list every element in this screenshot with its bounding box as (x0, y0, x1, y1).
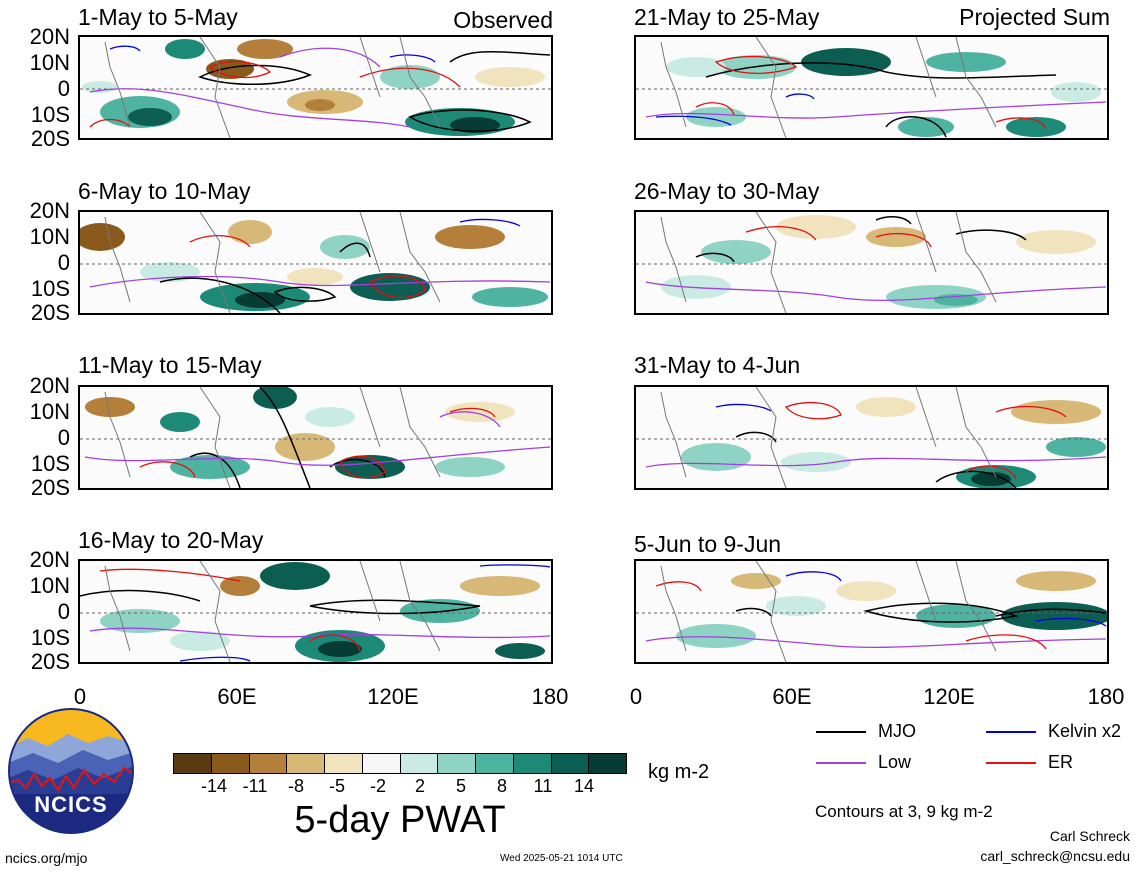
logo-text: NCICS (34, 792, 108, 817)
colorbar-swatch (512, 754, 551, 773)
colorbar-tick: 14 (573, 776, 595, 796)
main-title: 5-day PWAT (294, 799, 506, 841)
colorbar-swatch (174, 754, 211, 773)
lon-label: 180 (531, 684, 569, 709)
legend-label-mjo: MJO (878, 721, 916, 741)
legend-swatch-kelvin (986, 731, 1036, 733)
legend-label-er: ER (1048, 752, 1074, 772)
colorbar-swatch (437, 754, 475, 773)
lat-label: 0 (57, 250, 70, 275)
colorbar-swatch (475, 754, 513, 773)
timestamp: Wed 2025-05-21 1014 UTC (500, 853, 623, 864)
colorbar-tick: -2 (369, 776, 387, 796)
lon-label: 60E (217, 684, 257, 709)
lon-label: 60E (772, 684, 812, 709)
legend: MJO Kelvin x2 Low ER (816, 720, 1126, 780)
lat-label: 10N (29, 224, 70, 249)
panel-title-left-1: 1-May to 5-May (78, 4, 238, 30)
lat-label: 20N (29, 24, 70, 49)
panel-mode-left-1: Observed (453, 7, 553, 33)
panel-title-right-2: 26-May to 30-May (634, 178, 820, 204)
colorbar-tick: 5 (455, 776, 467, 796)
map-panel-left-1 (78, 35, 553, 140)
lat-label: 20S (30, 300, 70, 325)
lon-label: 120E (367, 684, 419, 709)
colorbar-tick: -14 (200, 776, 228, 796)
colorbar-swatch (324, 754, 362, 773)
contours-note: Contours at 3, 9 kg m-2 (815, 802, 993, 821)
lat-label: 10N (29, 50, 70, 75)
lat-label: 20S (30, 475, 70, 500)
lon-label: 120E (923, 684, 975, 709)
colorbar (173, 753, 627, 774)
panel-title-right-4: 5-Jun to 9-Jun (634, 531, 782, 557)
lat-label: 0 (57, 599, 70, 624)
panel-title-right-1: 21-May to 25-May (634, 4, 820, 30)
author-email: carl_schreck@ncsu.edu (980, 848, 1130, 864)
ncics-logo-icon (8, 708, 134, 834)
lat-label: 20N (29, 547, 70, 572)
lat-label: 20N (29, 373, 70, 398)
panel-title-left-2: 6-May to 10-May (78, 178, 251, 204)
panel-title-left-4: 16-May to 20-May (78, 527, 264, 553)
legend-swatch-er (986, 762, 1036, 764)
lat-label: 0 (57, 425, 70, 450)
lon-label: 180 (1087, 684, 1125, 709)
colorbar-swatch (588, 754, 626, 773)
colorbar-tick: 11 (533, 776, 553, 796)
lon-label: 0 (73, 684, 87, 709)
site-link[interactable]: ncics.org/mjo (5, 850, 88, 866)
legend-swatch-mjo (816, 731, 866, 733)
colorbar-tick: -11 (242, 776, 268, 796)
colorbar-swatch (550, 754, 589, 773)
panel-title-left-3: 11-May to 15-May (78, 352, 262, 378)
lat-label: 20S (30, 649, 70, 674)
lat-label: 20S (30, 126, 70, 151)
lat-label: 20N (29, 198, 70, 223)
lat-label: 10S (30, 451, 70, 476)
map-panel-left-2 (78, 210, 553, 315)
colorbar-swatch (361, 754, 400, 773)
colorbar-units: kg m-2 (648, 761, 710, 783)
legend-label-kelvin: Kelvin x2 (1048, 721, 1122, 741)
map-panel-right-4 (634, 559, 1109, 664)
legend-swatch-low (816, 762, 866, 764)
map-panel-left-4 (78, 559, 553, 664)
lat-label: 10S (30, 625, 70, 650)
panel-mode-right-1: Projected Sum (959, 4, 1110, 30)
map-panel-right-3 (634, 385, 1109, 490)
lat-label: 10N (29, 399, 70, 424)
colorbar-tick: -5 (328, 776, 346, 796)
lat-label: 0 (57, 76, 70, 101)
colorbar-tick: -8 (287, 776, 305, 796)
map-panel-right-1 (634, 35, 1109, 140)
lat-label: 10S (30, 102, 70, 127)
colorbar-tick: 2 (414, 776, 426, 796)
map-panel-right-2 (634, 210, 1109, 315)
colorbar-swatch (399, 754, 438, 773)
lon-label: 0 (629, 684, 643, 709)
ncics-logo: NCICS (8, 708, 134, 834)
lat-label: 10N (29, 573, 70, 598)
author-name: Carl Schreck (1049, 828, 1130, 844)
colorbar-swatch (210, 754, 249, 773)
lat-label: 10S (30, 276, 70, 301)
colorbar-swatch (248, 754, 287, 773)
colorbar-swatch (286, 754, 324, 773)
colorbar-tick: 8 (496, 776, 508, 796)
legend-label-low: Low (878, 752, 912, 772)
panel-title-right-3: 31-May to 4-Jun (634, 352, 801, 378)
map-panel-left-3 (78, 385, 553, 490)
